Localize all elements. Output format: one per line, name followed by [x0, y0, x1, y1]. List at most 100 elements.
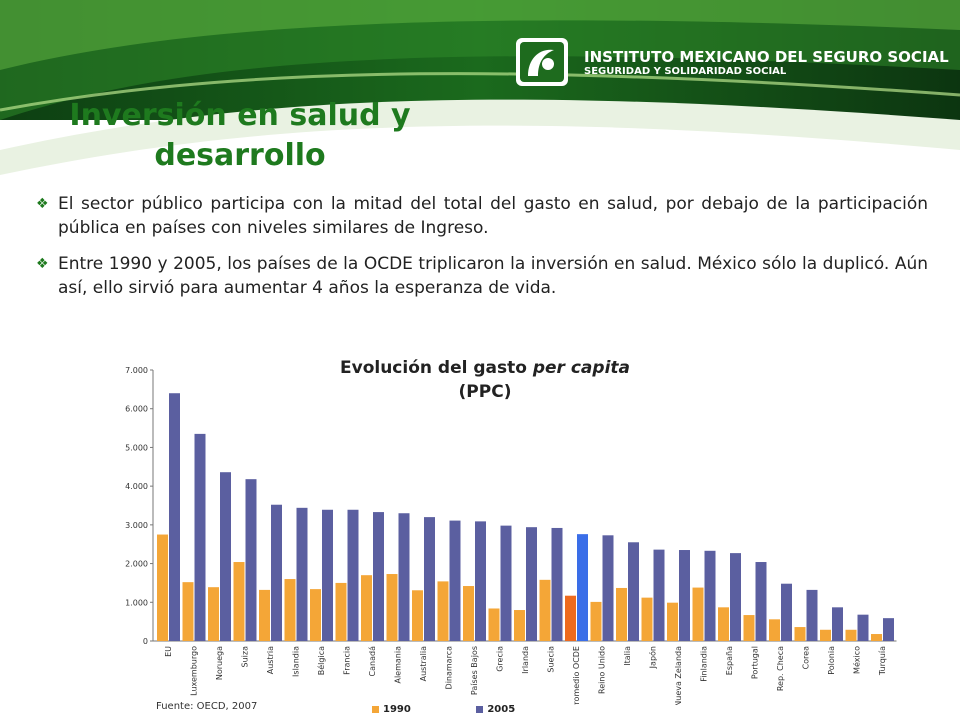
x-tick-label: Turquía: [878, 646, 887, 676]
bar-1990: [412, 590, 423, 641]
bullet-item: ❖ Entre 1990 y 2005, los países de la OC…: [36, 252, 928, 300]
x-tick-label: Suiza: [241, 646, 250, 668]
diamond-bullet-icon: ❖: [36, 256, 49, 272]
bar-2005: [832, 607, 843, 641]
x-tick-label: España: [725, 646, 734, 675]
bar-1990: [514, 610, 525, 641]
y-tick-label: 4.000: [125, 482, 148, 491]
x-tick-label: Portugal: [751, 646, 760, 679]
bar-1990: [182, 582, 194, 641]
x-tick-label: EU: [164, 646, 173, 657]
x-tick-label: Irlanda: [521, 646, 530, 674]
bar-1990: [718, 607, 729, 641]
bar-2005: [398, 513, 410, 641]
bar-1990: [437, 581, 449, 641]
bar-1990: [488, 608, 500, 641]
bar-2005: [271, 504, 282, 641]
x-tick-label: Nueva Zelanda: [674, 646, 683, 705]
bar-1990: [692, 587, 704, 641]
x-tick-label: Canadá: [368, 646, 377, 677]
bar-2005: [653, 549, 665, 641]
bar-1990: [845, 629, 857, 641]
bar-2005: [755, 562, 767, 641]
bar-2005: [424, 517, 435, 641]
legend-swatch-1990: [372, 705, 379, 713]
y-tick-label: 0: [143, 637, 148, 646]
bar-1990: [743, 615, 755, 641]
bar-1990: [616, 587, 627, 641]
y-tick-label: 6.000: [125, 405, 148, 414]
x-tick-label: Reino Unido: [598, 646, 607, 694]
x-tick-label: Italia: [623, 646, 632, 666]
header-banner: [0, 0, 960, 175]
y-tick-label: 3.000: [125, 521, 148, 530]
bar-2005: [679, 550, 690, 641]
institution-tagline: SEGURIDAD Y SOLIDARIDAD SOCIAL: [584, 66, 787, 77]
bar-1990: [310, 589, 321, 641]
bullet-item: ❖ El sector público participa con la mit…: [36, 192, 928, 240]
bar-1990: [208, 587, 219, 641]
bar-1990: [463, 586, 474, 641]
chart-title-part2: per capita: [532, 358, 630, 378]
x-tick-label: Dinamarca: [445, 646, 454, 690]
bar-2005: [781, 583, 792, 641]
x-tick-label: Suecia: [547, 646, 556, 673]
imss-logo: [516, 38, 568, 86]
diamond-bullet-icon: ❖: [36, 196, 49, 212]
bar-1990: [769, 619, 780, 641]
bar-2005: [526, 527, 537, 641]
x-tick-label: México: [852, 646, 862, 674]
bullet-text: El sector público participa con la mitad…: [58, 194, 928, 238]
legend-label-2005: 2005: [487, 704, 516, 715]
bar-1990: [667, 602, 678, 641]
bar-1990: [794, 627, 806, 641]
x-tick-label: Bélgica: [316, 646, 326, 675]
y-tick-label: 7.000: [125, 366, 148, 375]
bar-2005: [322, 509, 333, 641]
bar-2005: [245, 479, 257, 641]
bar-2005: [347, 509, 359, 641]
bar-2005: [296, 507, 308, 641]
bar-1990: [590, 601, 602, 641]
y-tick-label: 2.000: [125, 560, 148, 569]
bar-2005: [806, 589, 818, 641]
spending-bar-chart: 0 1.000 2.000 3.000 4.000 5.000 6.000 7.000 EU Lu…: [125, 366, 897, 705]
y-tick-label: 1.000: [125, 598, 148, 607]
legend-item-1990: 1990: [372, 704, 411, 715]
bar-1990: [820, 629, 831, 641]
bar-1990: [233, 562, 245, 641]
slide-title: Inversión en salud y desarrollo: [69, 98, 411, 173]
bar-2005: [220, 472, 231, 641]
bar-2005: [628, 542, 639, 641]
legend-label-1990: 1990: [383, 704, 411, 715]
bar-2005: [883, 618, 894, 641]
x-tick-label: Finlandia: [700, 646, 709, 682]
x-tick-label: Países Bajos: [470, 646, 479, 695]
bar-1990: [361, 575, 372, 641]
x-tick-label: Islandia: [292, 646, 301, 677]
x-tick-label: Japón: [648, 646, 658, 669]
x-tick-label: Alemania: [394, 646, 403, 684]
x-tick-label: Austria: [266, 646, 275, 674]
bar-1990: [335, 582, 347, 641]
x-tick-label: Luxemburgo: [190, 646, 199, 696]
bar-2005: [475, 521, 486, 641]
bar-2005: [449, 520, 461, 641]
bar-2005: [500, 525, 512, 641]
bar-1990: [157, 534, 168, 641]
bar-1990: [259, 589, 270, 641]
bar-2005: [551, 527, 563, 641]
legend-item-2005: 2005: [476, 704, 515, 715]
legend-swatch-2005: [476, 705, 484, 713]
chart-legend: 1990 2005: [372, 704, 577, 715]
x-tick-label: Australia: [419, 646, 428, 681]
source-note: Fuente: OECD, 2007: [156, 701, 258, 712]
x-tick-label: Corea: [802, 646, 811, 670]
bar-2005: [194, 433, 206, 641]
bar-2005: [857, 614, 869, 641]
bar-2005: [373, 512, 384, 641]
bar-2005: [577, 534, 588, 641]
x-tick-label: Polonia: [827, 646, 836, 675]
bullet-text: Entre 1990 y 2005, los países de la OCDE…: [58, 254, 928, 298]
bar-2005: [730, 553, 741, 641]
